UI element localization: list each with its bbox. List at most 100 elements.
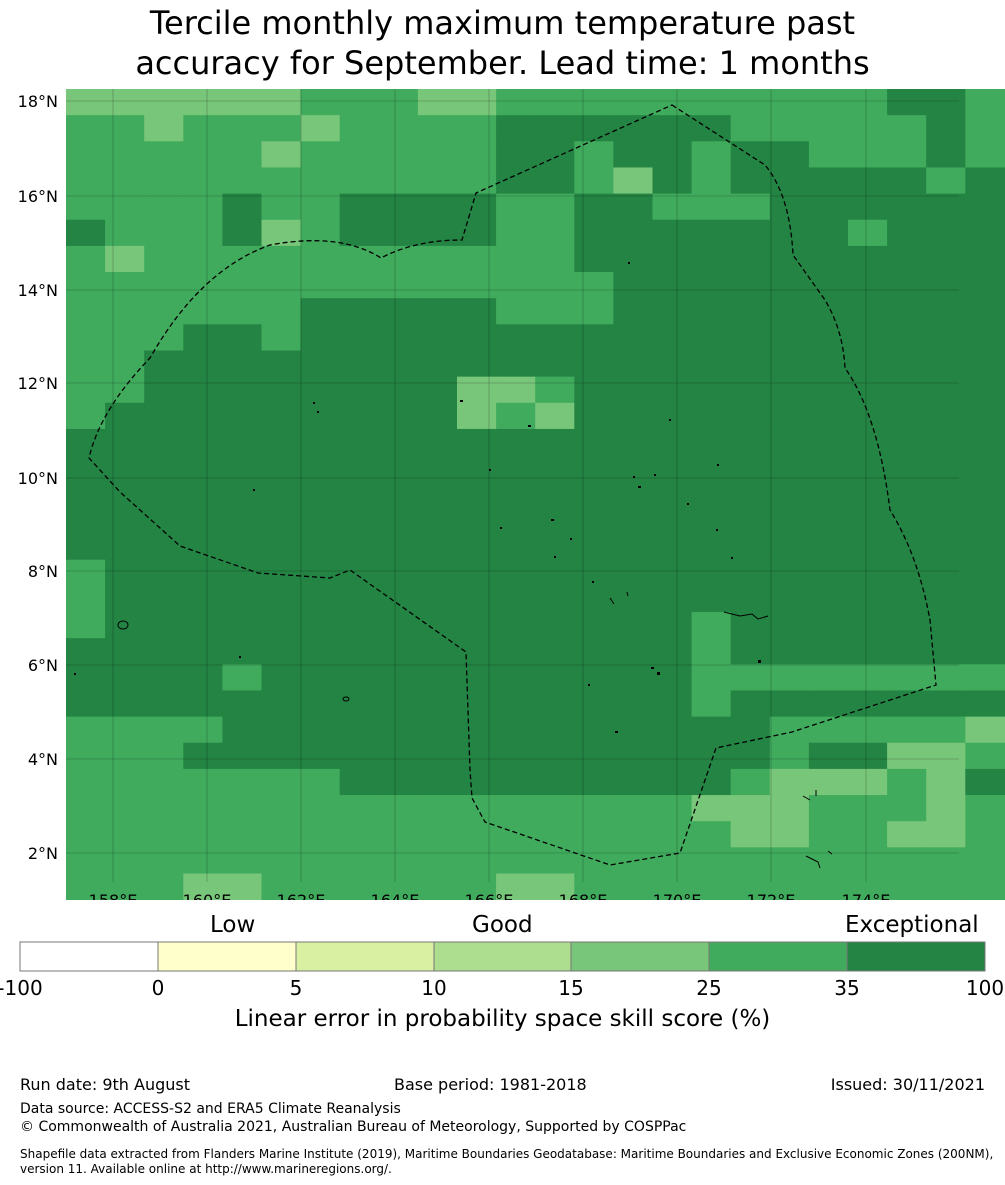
grid-cell	[613, 638, 654, 665]
grid-cell	[183, 664, 223, 692]
grid-cell	[652, 115, 693, 142]
grid-cell	[496, 350, 536, 378]
grid-cell	[535, 272, 575, 299]
grid-cell	[457, 324, 497, 352]
grid-cell	[808, 585, 849, 613]
grid-cell	[730, 847, 771, 875]
colorbar-segment	[570, 941, 710, 972]
grid-cell	[261, 507, 302, 535]
grid-cell	[613, 716, 654, 744]
map-title: Tercile monthly maximum temperature past…	[0, 3, 1005, 83]
grid-cell	[613, 193, 654, 221]
grid-cell	[261, 402, 302, 430]
grid-cell	[457, 585, 497, 613]
grid-cell	[261, 376, 302, 404]
grid-cell	[691, 402, 732, 430]
grid-cell	[887, 167, 927, 195]
grid-cell	[730, 219, 771, 247]
grid-cell	[378, 219, 419, 247]
data-source: Data source: ACCESS-S2 and ERA5 Climate …	[20, 1101, 401, 1117]
grid-cell	[417, 559, 458, 587]
grid-cell	[652, 376, 693, 404]
grid-cell	[965, 795, 1005, 822]
grid-cell	[613, 585, 654, 613]
colorbar-segment	[433, 941, 572, 972]
grid-cell	[808, 507, 849, 535]
grid-cell	[613, 89, 654, 116]
grid-cell	[222, 219, 263, 247]
grid-cell	[848, 612, 888, 639]
grid-cell	[769, 272, 810, 299]
grid-cell	[887, 428, 927, 456]
grid-cell	[848, 873, 888, 900]
grid-cell	[848, 507, 888, 535]
grid-cell	[808, 193, 849, 221]
grid-cell	[300, 481, 341, 508]
grid-cell	[417, 272, 458, 299]
grid-cell	[457, 245, 497, 273]
grid-cell	[105, 298, 145, 325]
grid-cell	[730, 507, 771, 535]
grid-cell	[769, 428, 810, 456]
grid-cell	[535, 481, 575, 508]
grid-cell	[378, 507, 419, 535]
grid-cell	[887, 481, 927, 508]
grid-cell	[457, 428, 497, 456]
grid-cell	[574, 638, 614, 665]
grid-cell	[417, 298, 458, 325]
grid-cell	[652, 795, 693, 822]
grid-cell	[769, 402, 810, 430]
grid-cell	[105, 795, 145, 822]
grid-cell	[222, 350, 263, 378]
grid-cell	[66, 115, 106, 142]
grid-cell	[574, 481, 614, 508]
grid-cell	[222, 768, 263, 796]
grid-cell	[613, 402, 654, 430]
grid-cell	[300, 507, 341, 535]
grid-cell	[535, 873, 575, 900]
grid-cell	[222, 193, 263, 221]
grid-cell	[574, 664, 614, 692]
grid-cell	[965, 402, 1005, 430]
grid-cell	[457, 219, 497, 247]
grid-cell	[926, 847, 966, 875]
grid-cell	[496, 167, 536, 195]
grid-cell	[261, 768, 302, 796]
grid-cell	[300, 690, 341, 718]
grid-cell	[574, 272, 614, 299]
grid-cell	[300, 612, 341, 639]
grid-cell	[535, 638, 575, 665]
grid-cell	[535, 768, 575, 796]
grid-cell	[222, 821, 263, 848]
grid-cell	[496, 638, 536, 665]
grid-cell	[144, 455, 184, 482]
grid-cell	[887, 455, 927, 482]
grid-cell	[105, 402, 145, 430]
island-outlines	[117, 591, 833, 869]
grid-cell	[105, 507, 145, 535]
grid-cell	[457, 193, 497, 221]
grid-cell	[339, 245, 380, 273]
grid-cell	[261, 612, 302, 639]
grid-cell	[417, 533, 458, 561]
grid-cell	[66, 873, 106, 900]
grid-cell	[535, 690, 575, 718]
grid-cell	[769, 481, 810, 508]
grid-cell	[144, 690, 184, 718]
grid-cell	[222, 873, 263, 900]
grid-cell	[417, 742, 458, 770]
grid-cell	[105, 376, 145, 404]
grid-cell	[613, 690, 654, 718]
grid-cell	[887, 245, 927, 273]
colorbar-segment	[157, 941, 297, 972]
grid-cell	[300, 245, 341, 273]
grid-cell	[183, 638, 223, 665]
grid-cell	[965, 690, 1005, 718]
grid-cell	[887, 350, 927, 378]
grid-cell	[926, 612, 966, 639]
grid-cell	[769, 455, 810, 482]
grid-cell	[730, 167, 771, 195]
grid-cell	[926, 141, 966, 169]
grid-cell	[926, 690, 966, 718]
grid-cell	[261, 115, 302, 142]
